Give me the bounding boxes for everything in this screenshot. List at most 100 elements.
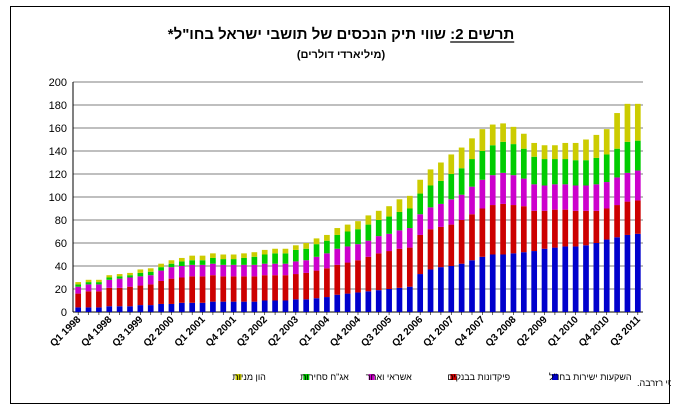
bar-segment [510,253,517,312]
bar-segment [168,267,175,279]
bar-segment [220,254,227,260]
bar-segment [251,264,258,277]
bar-segment [510,205,517,254]
bar-segment [292,261,299,275]
bar-segment [344,231,351,247]
bar-segment [624,103,631,142]
y-tick-label: 20 [55,284,67,296]
bar-segment [634,103,641,141]
legend-label: פיקדונות בבנקים [447,372,510,382]
x-tick-label: Q2 2006 [390,314,425,349]
bar-segment [489,145,496,176]
bar-segment [438,226,444,268]
bar-segment [386,251,392,289]
bar-segment [230,264,237,277]
bar-segment [75,284,82,287]
bar-segment [116,306,123,312]
bar-segment [261,249,268,255]
y-tick-label: 80 [55,215,67,227]
x-tick-label: Q3 1999 [111,314,146,349]
bar-segment [593,243,600,312]
bar-segment [75,282,82,285]
bar-segment [230,276,237,302]
bar-segment [116,276,123,279]
bar-segment [417,214,424,235]
bar-segment [355,260,361,293]
bar-segment [583,160,589,186]
bar-segment [603,154,610,183]
bar-segment [552,209,558,248]
bar-segment [634,200,641,234]
bar-segment [168,303,175,312]
bar-segment [386,216,392,234]
bar-segment [127,306,133,312]
bars [75,103,641,312]
bar-segment [303,248,310,261]
bar-segment [210,253,216,258]
bar-segment [603,129,610,155]
bar-segment [251,256,258,265]
bar-segment [500,254,506,312]
bar-segment [375,220,382,237]
x-tick-label: Q2 2009 [515,314,550,349]
bar-segment [572,160,579,186]
bar-segment [251,276,258,302]
bar-segment [147,275,154,285]
bar-segment [334,248,341,265]
bar-segment [520,178,527,207]
bar-segment [158,303,164,312]
bar-segment [220,301,227,312]
bar-segment [230,259,237,265]
bar-segment [303,260,310,273]
bar-segment [147,284,154,306]
bar-segment [282,275,289,301]
x-tick-label: Q4 2001 [204,314,239,349]
bar-segment [448,199,455,225]
bar-segment [500,141,506,173]
bar-segment [562,209,569,247]
bar-segment [396,211,403,231]
bar-segment [417,274,424,312]
bar-segment [292,299,299,312]
bar-segment [324,297,330,312]
bar-segment [324,253,330,269]
bar-segment [303,299,310,312]
chart-canvas: תרשים 2: שווי תיק הנכסים של תושבי ישראל … [48,26,671,388]
x-tick-label: Q4 2010 [577,314,612,349]
bar-segment [417,234,424,275]
bar-segment [272,263,278,276]
bar-segment [541,185,548,211]
bar-segment [127,275,133,278]
bar-segment [386,233,392,252]
bar-segment [427,169,434,186]
bar-segment [96,291,102,308]
bar-segment [614,205,620,238]
bar-segment [313,244,320,257]
bar-segment [137,272,144,277]
bar-segment [500,203,506,255]
bar-segment [334,294,341,312]
bar-segment [489,205,496,255]
bar-segment [334,228,341,235]
bar-segment [396,248,403,288]
bar-segment [355,221,361,230]
y-axis: 0 20 40 60 80 100 120 140 160 180 200 [49,77,74,319]
bar-segment [520,206,527,253]
bar-segment [406,247,413,287]
bar-segment [313,298,320,312]
bar-segment [520,252,527,312]
bar-segment [614,177,620,206]
bar-segment [344,293,351,312]
bar-segment [220,259,227,265]
bar-segment [272,275,278,301]
x-tick-label: Q1 2001 [173,314,208,349]
bar-segment [614,148,620,178]
bar-segment [634,140,641,171]
bar-segment [116,287,123,307]
bar-segment [520,133,527,149]
bar-segment [137,285,144,306]
bar-segment [603,182,610,209]
bar-segment [520,148,527,179]
bar-segment [75,307,82,312]
bar-segment [365,240,372,257]
